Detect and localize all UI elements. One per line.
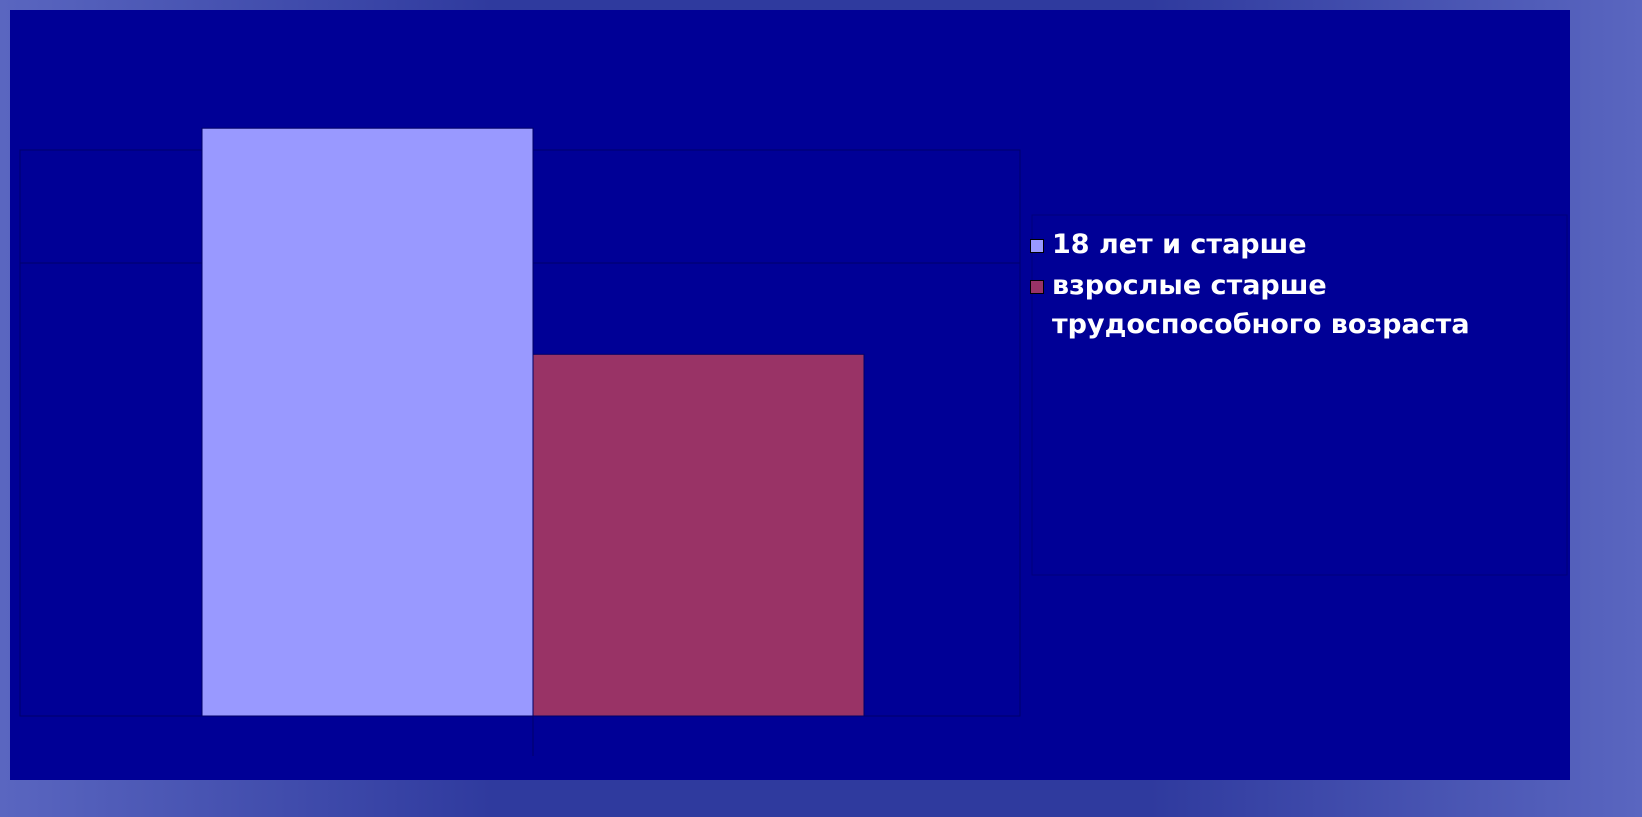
legend-entry: взрослые старше трудоспособного возраста [1030,266,1550,344]
bar [532,353,865,717]
legend-label: 18 лет и старше [1052,229,1307,260]
legend-frame [1031,214,1568,576]
bar [201,127,534,717]
legend-entry: 18 лет и старше [1030,225,1550,264]
legend-label: взрослые старше трудоспособного возраста [1052,270,1470,341]
legend: 18 лет и старше взрослые старше трудоспос… [1030,225,1550,346]
legend-swatch [1030,280,1044,295]
legend-swatch [1030,239,1044,253]
